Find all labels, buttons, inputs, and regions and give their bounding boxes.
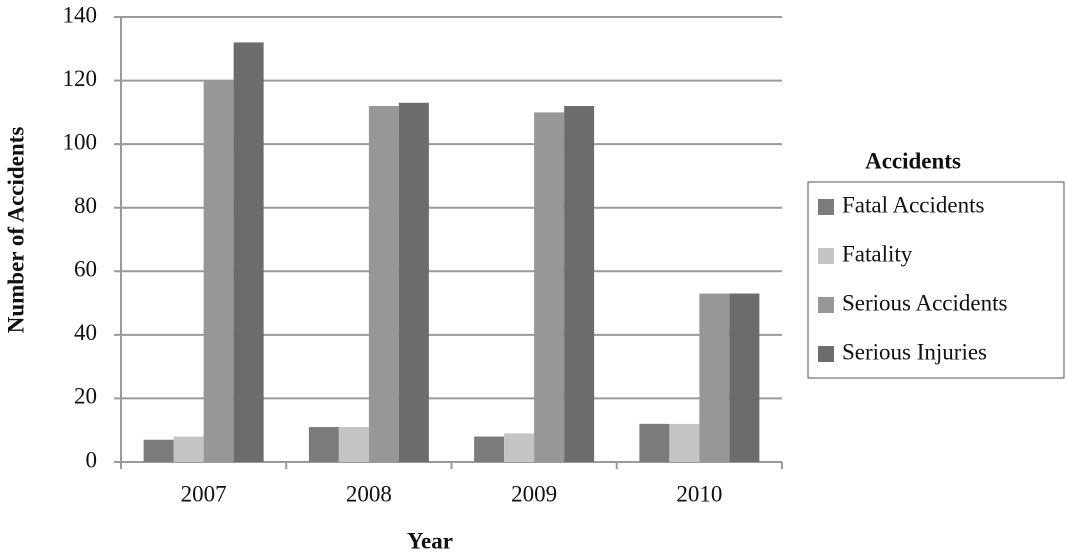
bar xyxy=(338,427,369,462)
y-tick-label: 20 xyxy=(74,384,97,409)
y-tick-label: 0 xyxy=(86,447,98,472)
bar xyxy=(143,439,174,462)
y-tick-label: 140 xyxy=(63,2,98,27)
bar xyxy=(173,436,204,462)
bar xyxy=(474,436,505,462)
legend-label: Fatality xyxy=(842,241,913,266)
x-tick-label: 2009 xyxy=(511,481,557,506)
bar xyxy=(203,80,234,463)
bar xyxy=(504,433,535,462)
legend-label: Serious Accidents xyxy=(842,290,1007,315)
legend-swatch xyxy=(818,199,834,215)
y-tick-label: 40 xyxy=(74,320,97,345)
bar xyxy=(669,423,700,462)
bar xyxy=(534,112,565,462)
x-axis-label: Year xyxy=(407,528,453,553)
x-tick-label: 2007 xyxy=(181,481,227,506)
legend-label: Fatal Accidents xyxy=(842,192,984,217)
bar xyxy=(398,102,429,463)
x-tick-label: 2008 xyxy=(346,481,392,506)
bar xyxy=(639,423,670,462)
y-tick-label: 80 xyxy=(74,193,97,218)
y-axis-label: Number of Accidents xyxy=(3,127,28,334)
bar xyxy=(729,293,760,462)
legend-label: Serious Injuries xyxy=(842,339,987,364)
bar xyxy=(699,293,730,462)
y-tick-label: 120 xyxy=(63,66,98,91)
legend-swatch xyxy=(818,248,834,264)
bar xyxy=(308,427,339,462)
bar xyxy=(233,42,264,463)
y-tick-label: 60 xyxy=(74,257,97,282)
legend-title: Accidents xyxy=(865,148,961,173)
bar xyxy=(564,106,595,462)
legend-swatch xyxy=(818,297,834,313)
x-tick-label: 2010 xyxy=(676,481,722,506)
legend-swatch xyxy=(818,346,834,362)
bar xyxy=(368,106,399,462)
y-tick-label: 100 xyxy=(63,129,98,154)
legend-box xyxy=(807,181,1065,379)
